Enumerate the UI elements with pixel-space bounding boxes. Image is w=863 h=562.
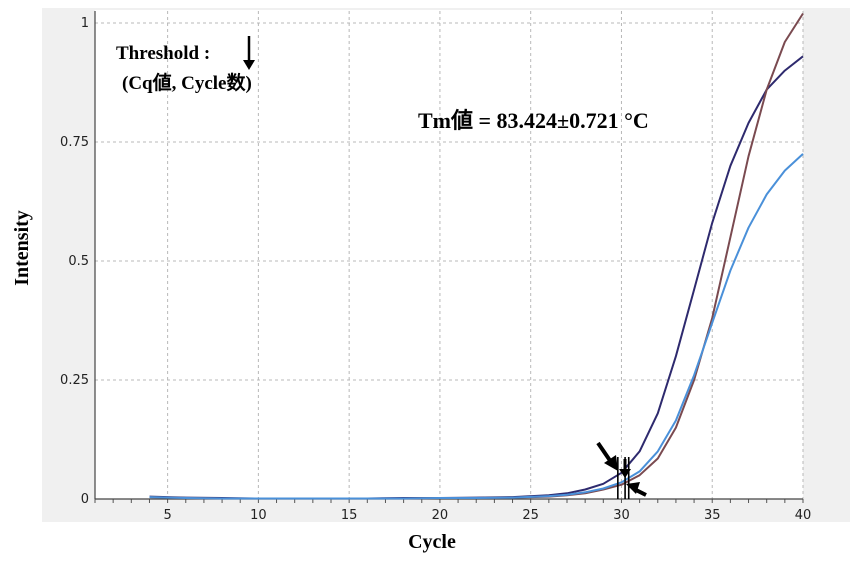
x-tick-label: 30 — [613, 508, 630, 523]
threshold-label: Threshold : — [116, 43, 210, 64]
x-axis-label: Cycle — [408, 531, 456, 553]
threshold-down-arrow-icon — [243, 36, 255, 70]
x-tick-label: 10 — [250, 508, 267, 523]
y-tick-label: 0.75 — [60, 135, 89, 150]
tm-annotation: Tm値 = 83.424±0.721 °C — [418, 108, 649, 133]
series-layer — [149, 12, 804, 500]
x-tick-label: 25 — [522, 508, 539, 523]
plot-area — [95, 10, 803, 499]
arrow-pointer-left-icon — [596, 441, 618, 471]
y-tick-label: 1 — [81, 16, 89, 31]
x-tick-label: 15 — [341, 508, 358, 523]
y-tick-label: 0.5 — [68, 254, 89, 269]
x-tick-label: 20 — [432, 508, 449, 523]
x-tick-label: 35 — [704, 508, 721, 523]
y-tick-label: 0 — [81, 492, 89, 507]
y-tick-label: 0.25 — [60, 373, 89, 388]
x-tick-label: 5 — [163, 508, 171, 523]
arrow-pointer-mid-icon — [619, 459, 631, 478]
threshold-subtitle: (Cq値, Cycle数) — [122, 71, 252, 94]
y-axis-label: Intensity — [11, 210, 33, 286]
x-tick-label: 40 — [795, 508, 812, 523]
series-line-3 — [149, 153, 804, 500]
arrow-pointer-right-icon — [626, 482, 647, 497]
